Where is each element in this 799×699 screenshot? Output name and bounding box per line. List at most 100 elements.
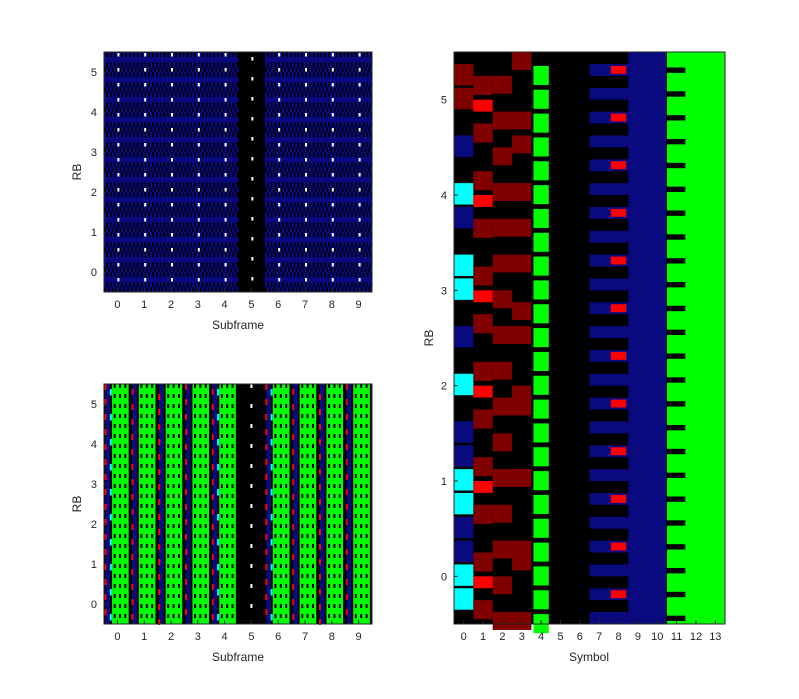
- heatmap-cell: [184, 272, 187, 278]
- heatmap-cell: [295, 72, 298, 78]
- heatmap-cell: [305, 173, 307, 177]
- heatmap-cell: [158, 559, 161, 565]
- heatmap-cell: [140, 97, 143, 103]
- y-tick-label: 0: [91, 599, 97, 611]
- heatmap-cell: [128, 177, 132, 183]
- heatmap-cell: [192, 52, 195, 58]
- heatmap-cell: [306, 424, 309, 428]
- heatmap-cell: [306, 92, 310, 98]
- heatmap-cell: [165, 92, 168, 98]
- heatmap-cell: [167, 187, 170, 193]
- heatmap-cell: [306, 434, 309, 438]
- heatmap-cell: [163, 227, 166, 233]
- heatmap-cell: [119, 544, 122, 548]
- heatmap-cell: [113, 424, 116, 428]
- heatmap-cell: [268, 262, 271, 268]
- heatmap-cell: [172, 237, 176, 243]
- heatmap-cell: [365, 454, 368, 458]
- heatmap-cell: [151, 454, 154, 458]
- heatmap-cell: [192, 57, 195, 63]
- heatmap-cell: [224, 77, 227, 83]
- heatmap-cell: [224, 237, 227, 243]
- heatmap-cell: [165, 272, 168, 278]
- heatmap-cell: [366, 287, 369, 293]
- heatmap-cell: [207, 252, 210, 258]
- heatmap-cell: [218, 162, 222, 168]
- heatmap-cell: [215, 142, 218, 148]
- heatmap-cell: [228, 97, 231, 103]
- x-tick-label: 8: [329, 631, 335, 643]
- heatmap-cell: [174, 87, 178, 93]
- heatmap-cell: [356, 152, 359, 158]
- heatmap-cell: [322, 122, 325, 128]
- heatmap-cell: [169, 97, 172, 103]
- heatmap-cell: [140, 257, 143, 263]
- heatmap-cell: [350, 147, 354, 153]
- heatmap-cell: [151, 227, 155, 233]
- heatmap-cell: [104, 414, 107, 420]
- heatmap-cell: [177, 614, 180, 618]
- heatmap-cell: [184, 112, 187, 118]
- heatmap-cell: [194, 484, 197, 488]
- heatmap-cell: [360, 554, 363, 558]
- x-tick-label: 6: [275, 299, 281, 311]
- heatmap-cell: [329, 157, 333, 163]
- heatmap-cell: [270, 237, 273, 243]
- heatmap-cell: [360, 424, 363, 428]
- heatmap-cell: [132, 257, 135, 263]
- heatmap-cell: [285, 57, 289, 63]
- heatmap-cell: [303, 92, 306, 98]
- heatmap-cell: [305, 177, 308, 183]
- heatmap-cell: [188, 257, 191, 263]
- heatmap-cell: [360, 82, 363, 88]
- heatmap-cell: [270, 389, 273, 396]
- heatmap-cell: [123, 282, 126, 288]
- heatmap-cell: [533, 447, 549, 467]
- heatmap-cell: [327, 247, 331, 253]
- heatmap-cell: [533, 232, 549, 252]
- heatmap-cell: [341, 57, 344, 63]
- heatmap-cell: [308, 87, 312, 93]
- heatmap-cell: [370, 217, 373, 223]
- heatmap-cell: [282, 97, 285, 103]
- heatmap-cell: [349, 252, 352, 258]
- heatmap-cell: [159, 57, 162, 63]
- heatmap-cell: [368, 172, 371, 178]
- heatmap-cell: [111, 172, 114, 178]
- heatmap-cell: [111, 217, 114, 223]
- heatmap-cell: [158, 589, 161, 595]
- heatmap-cell: [230, 117, 233, 123]
- heatmap-cell: [337, 272, 340, 278]
- heatmap-cell: [199, 222, 202, 228]
- heatmap-cell: [276, 132, 279, 138]
- heatmap-cell: [226, 182, 229, 188]
- heatmap-cell: [177, 484, 180, 488]
- heatmap-cell: [295, 192, 298, 198]
- heatmap-cell: [320, 207, 323, 213]
- heatmap-cell: [326, 182, 329, 188]
- heatmap-cell: [303, 142, 306, 148]
- heatmap-cell: [341, 72, 344, 78]
- heatmap-cell: [226, 192, 229, 198]
- bottom-left-plot-frame: [103, 383, 373, 625]
- heatmap-cell: [297, 167, 300, 173]
- heatmap-cell: [338, 544, 341, 548]
- heatmap-cell: [216, 227, 220, 233]
- heatmap-cell: [172, 604, 175, 608]
- heatmap-cell: [236, 177, 239, 183]
- heatmap-cell: [360, 172, 363, 178]
- heatmap-cell: [236, 237, 239, 243]
- heatmap-cell: [169, 252, 172, 258]
- heatmap-cell: [201, 277, 204, 283]
- heatmap-cell: [195, 137, 199, 143]
- heatmap-cell: [171, 227, 174, 233]
- heatmap-cell: [272, 202, 275, 208]
- heatmap-cell: [209, 167, 212, 173]
- heatmap-cell: [215, 232, 218, 238]
- heatmap-cell: [107, 97, 111, 103]
- heatmap-cell: [161, 252, 164, 258]
- heatmap-cell: [318, 262, 321, 268]
- heatmap-cell: [356, 257, 359, 263]
- heatmap-cell: [292, 389, 295, 395]
